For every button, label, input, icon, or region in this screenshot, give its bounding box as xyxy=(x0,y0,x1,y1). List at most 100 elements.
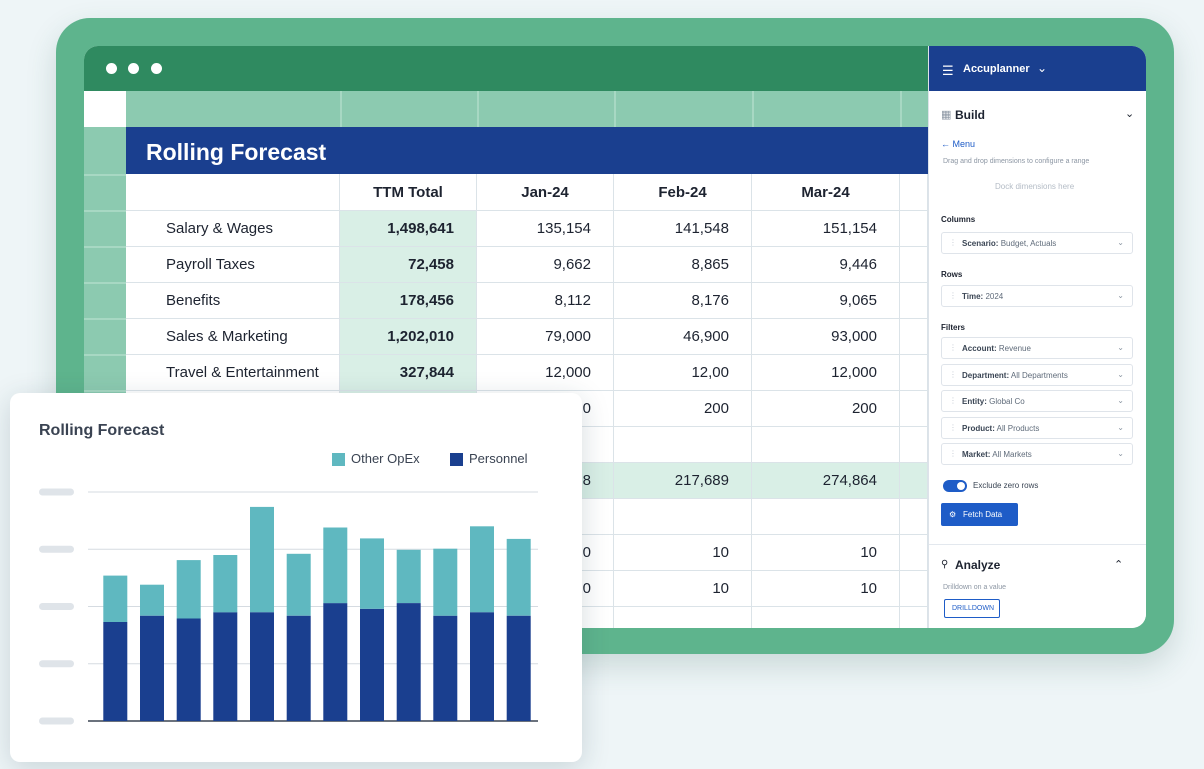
chevron-down-icon[interactable]: ⌄ xyxy=(1117,369,1124,379)
row-label-cell[interactable]: Salary & Wages xyxy=(126,211,340,247)
columns-field[interactable]: ⋮ Scenario: Budget, Actuals ⌄ xyxy=(941,232,1133,254)
value-cell[interactable]: 8,865 xyxy=(614,247,752,283)
dock-zone[interactable]: Dock dimensions here xyxy=(995,182,1075,191)
value-cell[interactable]: 141,548 xyxy=(614,211,752,247)
window-dot-icon[interactable] xyxy=(151,63,162,74)
chevron-down-icon[interactable]: ⌄ xyxy=(1117,343,1124,352)
build-title[interactable]: Build xyxy=(955,108,985,122)
bar-other-opex[interactable] xyxy=(176,560,201,619)
bar-other-opex[interactable] xyxy=(286,553,311,616)
bar-other-opex[interactable] xyxy=(433,548,458,616)
menu-back-link[interactable]: ← Menu xyxy=(941,139,976,149)
value-cell[interactable]: 12,000 xyxy=(752,355,900,391)
value-cell[interactable]: 46,900 xyxy=(614,319,752,355)
column-header[interactable]: TTM Total xyxy=(340,174,477,211)
window-dot-icon[interactable] xyxy=(106,63,117,74)
value-cell[interactable]: 217,689 xyxy=(614,463,752,499)
value-cell[interactable]: 135,154 xyxy=(477,211,614,247)
value-cell[interactable] xyxy=(752,499,900,535)
bar-personnel[interactable] xyxy=(323,603,348,721)
bar-personnel[interactable] xyxy=(433,615,458,721)
bar-personnel[interactable] xyxy=(286,615,311,721)
value-cell[interactable] xyxy=(900,571,928,607)
bar-personnel[interactable] xyxy=(176,618,201,722)
filter-field[interactable]: ⋮ Account: Revenue ⌄ xyxy=(941,337,1133,359)
drilldown-button[interactable]: DRILLDOWN xyxy=(944,599,1000,618)
fetch-data-button[interactable]: ⚙ Fetch Data xyxy=(941,503,1018,526)
bar-personnel[interactable] xyxy=(396,603,421,721)
analyze-title[interactable]: Analyze xyxy=(955,558,1001,572)
drag-handle-icon[interactable]: ⋮ xyxy=(949,396,957,405)
drag-handle-icon[interactable]: ⋮ xyxy=(949,343,957,352)
filter-field[interactable]: ⋮ Product: All Products ⌄ xyxy=(941,416,1133,439)
value-cell[interactable]: 9,662 xyxy=(477,247,614,283)
value-cell[interactable] xyxy=(752,607,900,628)
value-cell[interactable]: 10 xyxy=(614,571,752,607)
bar-personnel[interactable] xyxy=(213,612,238,721)
chevron-down-icon[interactable]: ⌄ xyxy=(1117,422,1124,432)
row-label-cell[interactable]: Travel & Entertainment xyxy=(126,355,340,391)
value-cell[interactable] xyxy=(900,319,928,355)
drag-handle-icon[interactable]: ⋮ xyxy=(949,369,957,379)
bar-other-opex[interactable] xyxy=(213,555,238,613)
value-cell[interactable]: 178,456 xyxy=(340,283,477,319)
filter-field[interactable]: ⋮ Department: All Departments ⌄ xyxy=(941,363,1133,386)
panel-header[interactable]: ☰ Accuplanner ⌄ xyxy=(929,46,1146,91)
sheet-corner[interactable] xyxy=(84,91,126,127)
value-cell[interactable] xyxy=(900,463,928,499)
menu-icon[interactable]: ☰ xyxy=(942,63,954,78)
filter-field[interactable]: ⋮ Entity: Global Co ⌄ xyxy=(941,390,1133,412)
value-cell[interactable]: 72,458 xyxy=(340,247,477,283)
chevron-down-icon[interactable]: ⌄ xyxy=(1117,396,1124,405)
bar-other-opex[interactable] xyxy=(323,527,348,604)
bar-other-opex[interactable] xyxy=(470,526,494,613)
row-label-cell[interactable]: Benefits xyxy=(126,283,340,319)
value-cell[interactable]: 1,498,641 xyxy=(340,211,477,247)
bar-other-opex[interactable] xyxy=(103,575,128,622)
column-header-strip[interactable] xyxy=(126,91,928,127)
bar-other-opex[interactable] xyxy=(140,584,164,616)
chevron-down-icon[interactable]: ⌄ xyxy=(1117,449,1124,458)
value-cell[interactable]: 8,176 xyxy=(614,283,752,319)
drag-handle-icon[interactable]: ⋮ xyxy=(949,449,957,458)
drag-handle-icon[interactable]: ⋮ xyxy=(949,238,957,247)
value-cell[interactable] xyxy=(900,355,928,391)
value-cell[interactable]: 200 xyxy=(614,391,752,427)
value-cell[interactable] xyxy=(900,283,928,319)
value-cell[interactable] xyxy=(900,607,928,628)
column-header[interactable] xyxy=(900,174,928,211)
value-cell[interactable] xyxy=(477,607,614,628)
value-cell[interactable]: 151,154 xyxy=(752,211,900,247)
row-label-cell[interactable]: Payroll Taxes xyxy=(126,247,340,283)
value-cell[interactable] xyxy=(900,427,928,463)
bar-personnel[interactable] xyxy=(140,615,164,721)
value-cell[interactable] xyxy=(614,499,752,535)
bar-other-opex[interactable] xyxy=(360,538,384,609)
value-cell[interactable] xyxy=(614,427,752,463)
window-dot-icon[interactable] xyxy=(128,63,139,74)
column-header[interactable]: Mar-24 xyxy=(752,174,900,211)
bar-personnel[interactable] xyxy=(360,608,384,721)
column-header[interactable] xyxy=(126,174,340,211)
value-cell[interactable] xyxy=(900,535,928,571)
value-cell[interactable]: 1,202,010 xyxy=(340,319,477,355)
filter-field[interactable]: ⋮ Market: All Markets ⌄ xyxy=(941,443,1133,465)
chevron-down-icon[interactable]: ⌄ xyxy=(1037,61,1048,75)
column-header[interactable]: Feb-24 xyxy=(614,174,752,211)
value-cell[interactable] xyxy=(900,499,928,535)
value-cell[interactable]: 327,844 xyxy=(340,355,477,391)
value-cell[interactable]: 9,446 xyxy=(752,247,900,283)
drag-handle-icon[interactable]: ⋮ xyxy=(949,291,957,300)
row-label-cell[interactable]: Sales & Marketing xyxy=(126,319,340,355)
value-cell[interactable]: 12,00 xyxy=(614,355,752,391)
bar-personnel[interactable] xyxy=(470,612,494,721)
collapse-analyze-icon[interactable]: ⌃ xyxy=(1114,559,1124,571)
column-header[interactable]: Jan-24 xyxy=(477,174,614,211)
chevron-down-icon[interactable]: ⌄ xyxy=(1117,291,1124,300)
chevron-down-icon[interactable]: ⌄ xyxy=(1117,238,1124,247)
bar-personnel[interactable] xyxy=(506,615,531,721)
drag-handle-icon[interactable]: ⋮ xyxy=(949,422,957,432)
bar-other-opex[interactable] xyxy=(396,549,421,603)
value-cell[interactable] xyxy=(752,427,900,463)
value-cell[interactable]: 8,112 xyxy=(477,283,614,319)
